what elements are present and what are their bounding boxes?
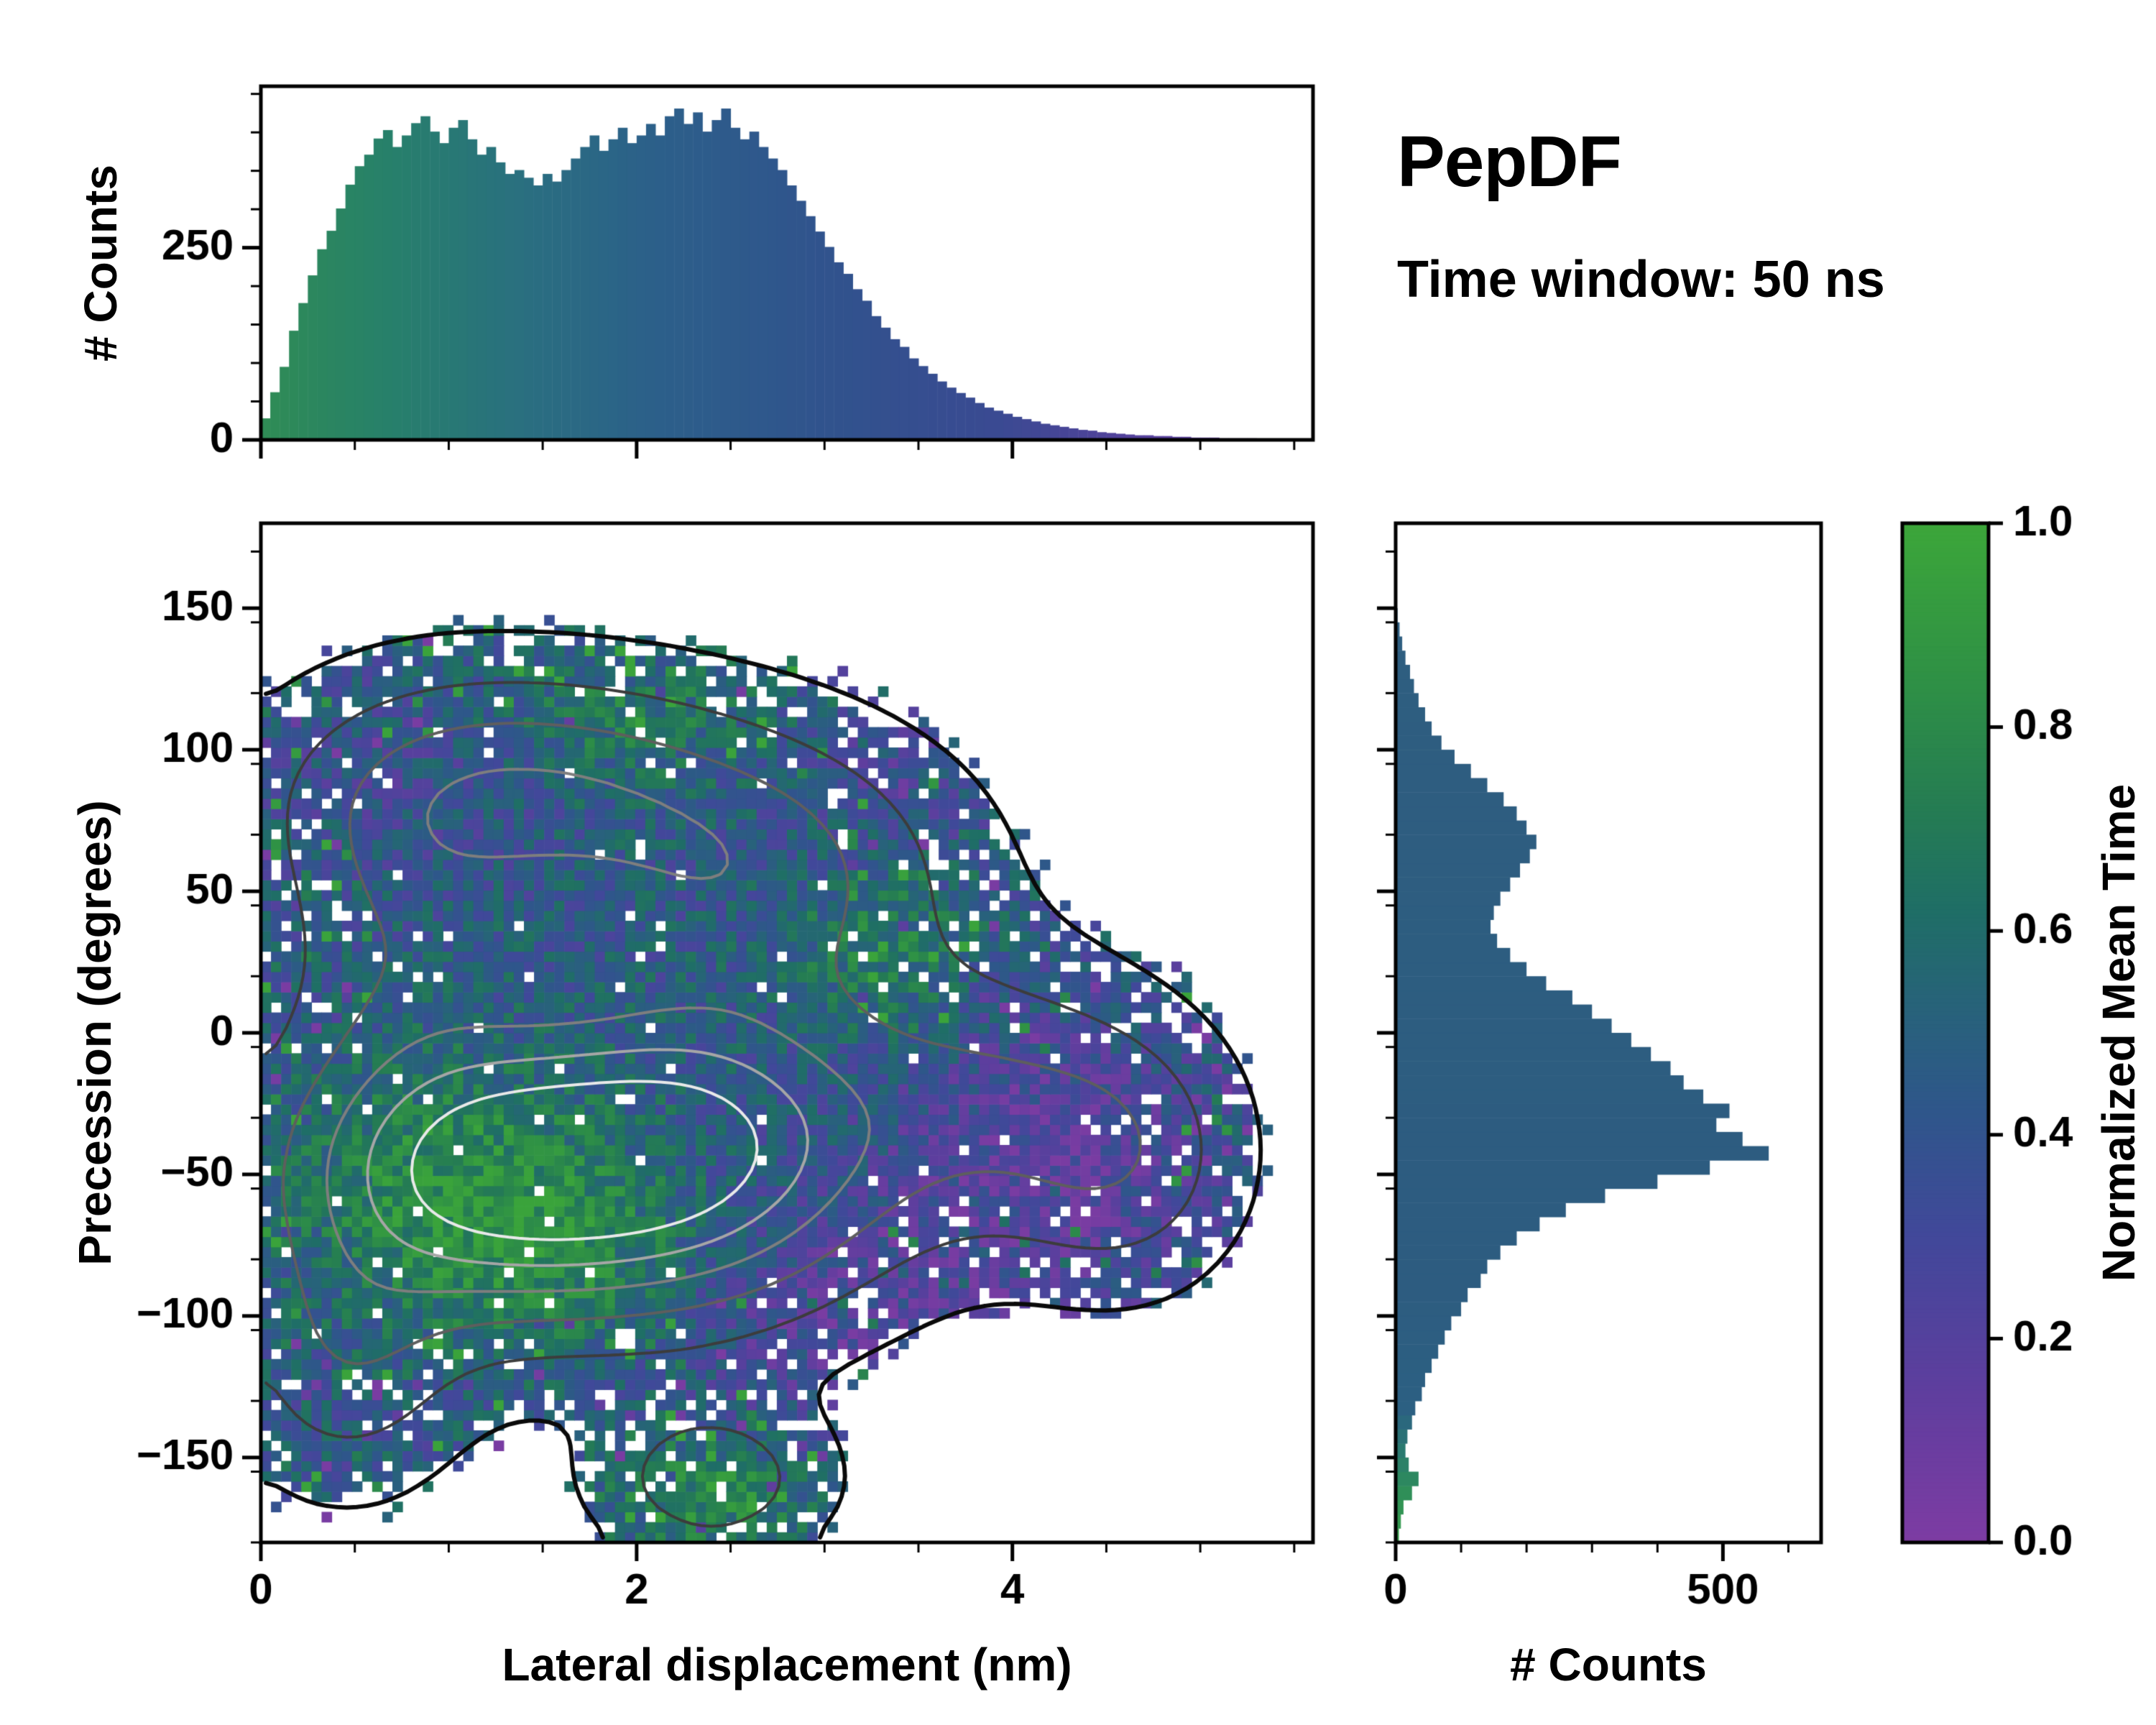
top-histogram-y-axis-label: # Counts — [75, 165, 126, 362]
figure-subtitle: Time window: 50 ns — [1397, 251, 1885, 308]
colorbar-label: Normalized Mean Time — [2093, 783, 2145, 1282]
right-histogram-x-axis-label: # Counts — [1510, 1639, 1707, 1690]
main-y-axis-label: Precession (degrees) — [69, 800, 121, 1266]
main-x-axis-label: Lateral displacement (nm) — [502, 1639, 1072, 1690]
figure-title: PepDF — [1397, 121, 1622, 202]
